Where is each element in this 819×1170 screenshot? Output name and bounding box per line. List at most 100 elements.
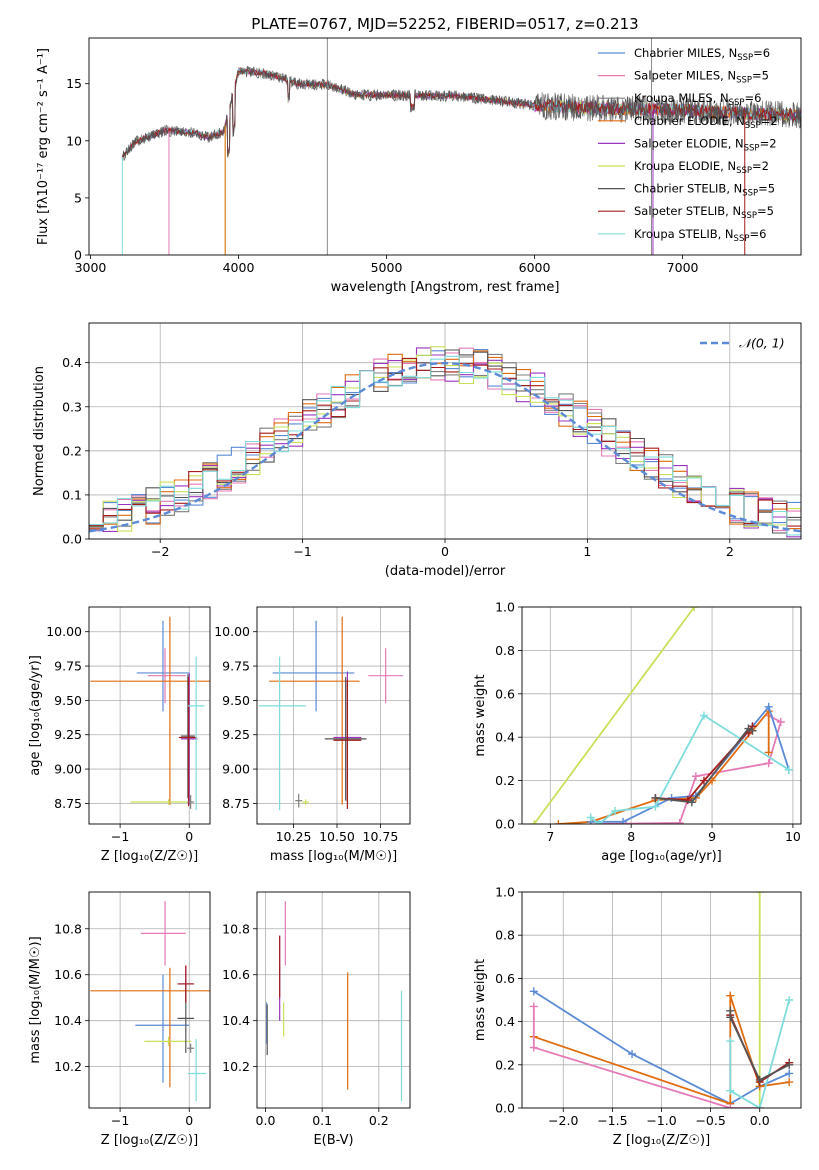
y-tick-label: 10.00 xyxy=(46,624,82,639)
x-tick-label: 9 xyxy=(708,829,716,844)
weight-series xyxy=(598,714,782,824)
legend-suffix: =6 xyxy=(744,91,761,105)
errorbar-point xyxy=(258,656,306,811)
y-tick-label: 10.2 xyxy=(222,1059,250,1074)
weight-marker xyxy=(764,759,773,768)
weight-marker xyxy=(755,1075,764,1084)
errorbar-point xyxy=(272,620,355,712)
y-axis-label: age [log₁₀(age/yr)] xyxy=(28,655,43,776)
weight-marker xyxy=(554,820,563,824)
x-tick-label: 5000 xyxy=(371,260,403,275)
legend-subscript: SSP xyxy=(729,98,745,108)
weight-marker xyxy=(726,1104,735,1108)
legend-subscript: SSP xyxy=(745,121,761,131)
errorbar-point xyxy=(136,620,190,712)
x-tick-label: 10.25 xyxy=(276,829,312,844)
x-axis-label: Z [log₁₀(Z/Z☉)] xyxy=(613,1133,710,1148)
x-tick-label: 0 xyxy=(185,1113,193,1128)
weight-marker xyxy=(744,724,753,733)
errorbar-point xyxy=(187,1039,207,1102)
errorbar-point xyxy=(140,901,186,966)
y-tick-label: 9.50 xyxy=(54,693,82,708)
weight-marker xyxy=(755,892,764,896)
x-axis-label: Z [log₁₀(Z/Z☉)] xyxy=(101,1133,198,1148)
weight-marker xyxy=(764,748,773,757)
x-tick-label: 10 xyxy=(785,829,801,844)
spectrum-series xyxy=(121,65,801,159)
weight-marker xyxy=(675,818,684,824)
weight-lines xyxy=(530,607,793,824)
weight-marker xyxy=(784,765,793,774)
y-tick-label: 8.75 xyxy=(222,796,250,811)
errorbars xyxy=(90,616,210,811)
x-tick-label: 1 xyxy=(583,544,591,559)
weight-marker xyxy=(776,718,785,727)
panel-mass-vs-Z: −1 0 10.2 10.4 10.6 10.8 Z [log₁₀(Z/Z☉)] mass [… xyxy=(28,891,211,1148)
x-tick-label: −1.0 xyxy=(646,1113,676,1128)
plot-frame xyxy=(256,891,411,1109)
y-tick-label: 0.3 xyxy=(62,399,82,414)
y-axis-label: Flux [fλ10⁻¹⁷ erg cm⁻² s⁻¹ A⁻¹] xyxy=(36,48,51,245)
x-axis-label: wavelength [Angstrom, rest frame] xyxy=(331,280,560,295)
plot-frame xyxy=(88,606,211,825)
legend-subscript: SSP xyxy=(736,166,752,176)
x-axis-label: Z [log₁₀(Z/Z☉)] xyxy=(101,849,198,864)
y-tick-label: 0.4 xyxy=(62,355,82,370)
errorbar-point xyxy=(90,616,210,805)
weight-marker xyxy=(785,996,794,1004)
weight-marker xyxy=(755,1104,764,1108)
errorbar-point xyxy=(135,974,190,1083)
x-tick-label: −1 xyxy=(111,829,129,844)
x-axis-label: mass [log₁₀(M/M☉)] xyxy=(270,849,397,864)
legend-label: Salpeter MILES, NSSP=5 xyxy=(634,69,769,86)
errorbar-point xyxy=(178,677,197,807)
histograms xyxy=(89,346,801,538)
legend-suffix: =5 xyxy=(758,182,775,196)
legend-label: Chabrier ELODIE, NSSP=2 xyxy=(634,114,778,131)
weight-marker xyxy=(726,1037,735,1046)
weight-marker xyxy=(690,607,699,611)
legend-label: Chabrier MILES, NSSP=6 xyxy=(634,46,770,63)
y-tick-label: 15 xyxy=(66,76,82,91)
weight-marker xyxy=(748,726,757,735)
plot-frame xyxy=(521,891,802,1109)
x-tick-label: 0.2 xyxy=(369,1113,389,1128)
errorbar-point xyxy=(187,1043,195,1053)
legend-suffix: =2 xyxy=(760,136,777,150)
errorbar-point xyxy=(269,616,360,805)
legend-label: Kroupa ELODIE, NSSP=2 xyxy=(634,159,769,176)
errorbar-point xyxy=(177,965,195,1003)
x-tick-label: 4000 xyxy=(223,260,255,275)
y-tick-label: 10.4 xyxy=(222,1013,250,1028)
y-tick-label: 0.2 xyxy=(62,443,82,458)
panel-age-vs-mass: 10.25 10.50 10.75 8.75 9.00 9.25 9.50 9.75 10.00… xyxy=(214,606,411,864)
y-tick-label: 0.2 xyxy=(495,773,515,788)
figure-title: PLATE=0767, MJD=52252, FIBERID=0517, z=0… xyxy=(251,15,638,33)
y-tick-label: 10.4 xyxy=(54,1013,82,1028)
y-tick-label: 9.75 xyxy=(54,659,82,674)
x-tick-label: −0.5 xyxy=(695,1113,725,1128)
legend-label: Kroupa STELIB, NSSP=6 xyxy=(634,227,766,244)
x-tick-label: 0.0 xyxy=(750,1113,770,1128)
weight-marker xyxy=(611,806,619,815)
x-tick-label: 6000 xyxy=(519,260,551,275)
y-tick-label: 10.6 xyxy=(54,967,82,982)
legend-subscript: SSP xyxy=(741,211,757,221)
weight-series xyxy=(655,727,753,804)
weight-marker xyxy=(785,1069,794,1078)
weight-series xyxy=(590,714,790,824)
legend-suffix: =2 xyxy=(752,159,769,173)
legend: Chabrier MILES, NSSP=6 Salpeter MILES, NS… xyxy=(598,46,778,244)
y-tick-label: 0.0 xyxy=(495,817,515,832)
plot-frame xyxy=(256,606,411,825)
weight-marker xyxy=(628,1050,637,1058)
x-axis-label: age [log₁₀(age/yr)] xyxy=(601,849,722,864)
panel-mass-vs-ebv: 0.0 0.1 0.2 10.2 10.4 10.6 10.8 E(B-V) xyxy=(222,891,411,1148)
legend-label: 𝒩(0, 1) xyxy=(739,336,785,351)
x-axis-label: (data-model)/error xyxy=(385,564,506,579)
errorbar-point xyxy=(324,677,367,801)
x-axis-label: E(B-V) xyxy=(313,1133,353,1148)
weight-marker xyxy=(699,776,708,785)
errorbar-point xyxy=(180,674,195,798)
